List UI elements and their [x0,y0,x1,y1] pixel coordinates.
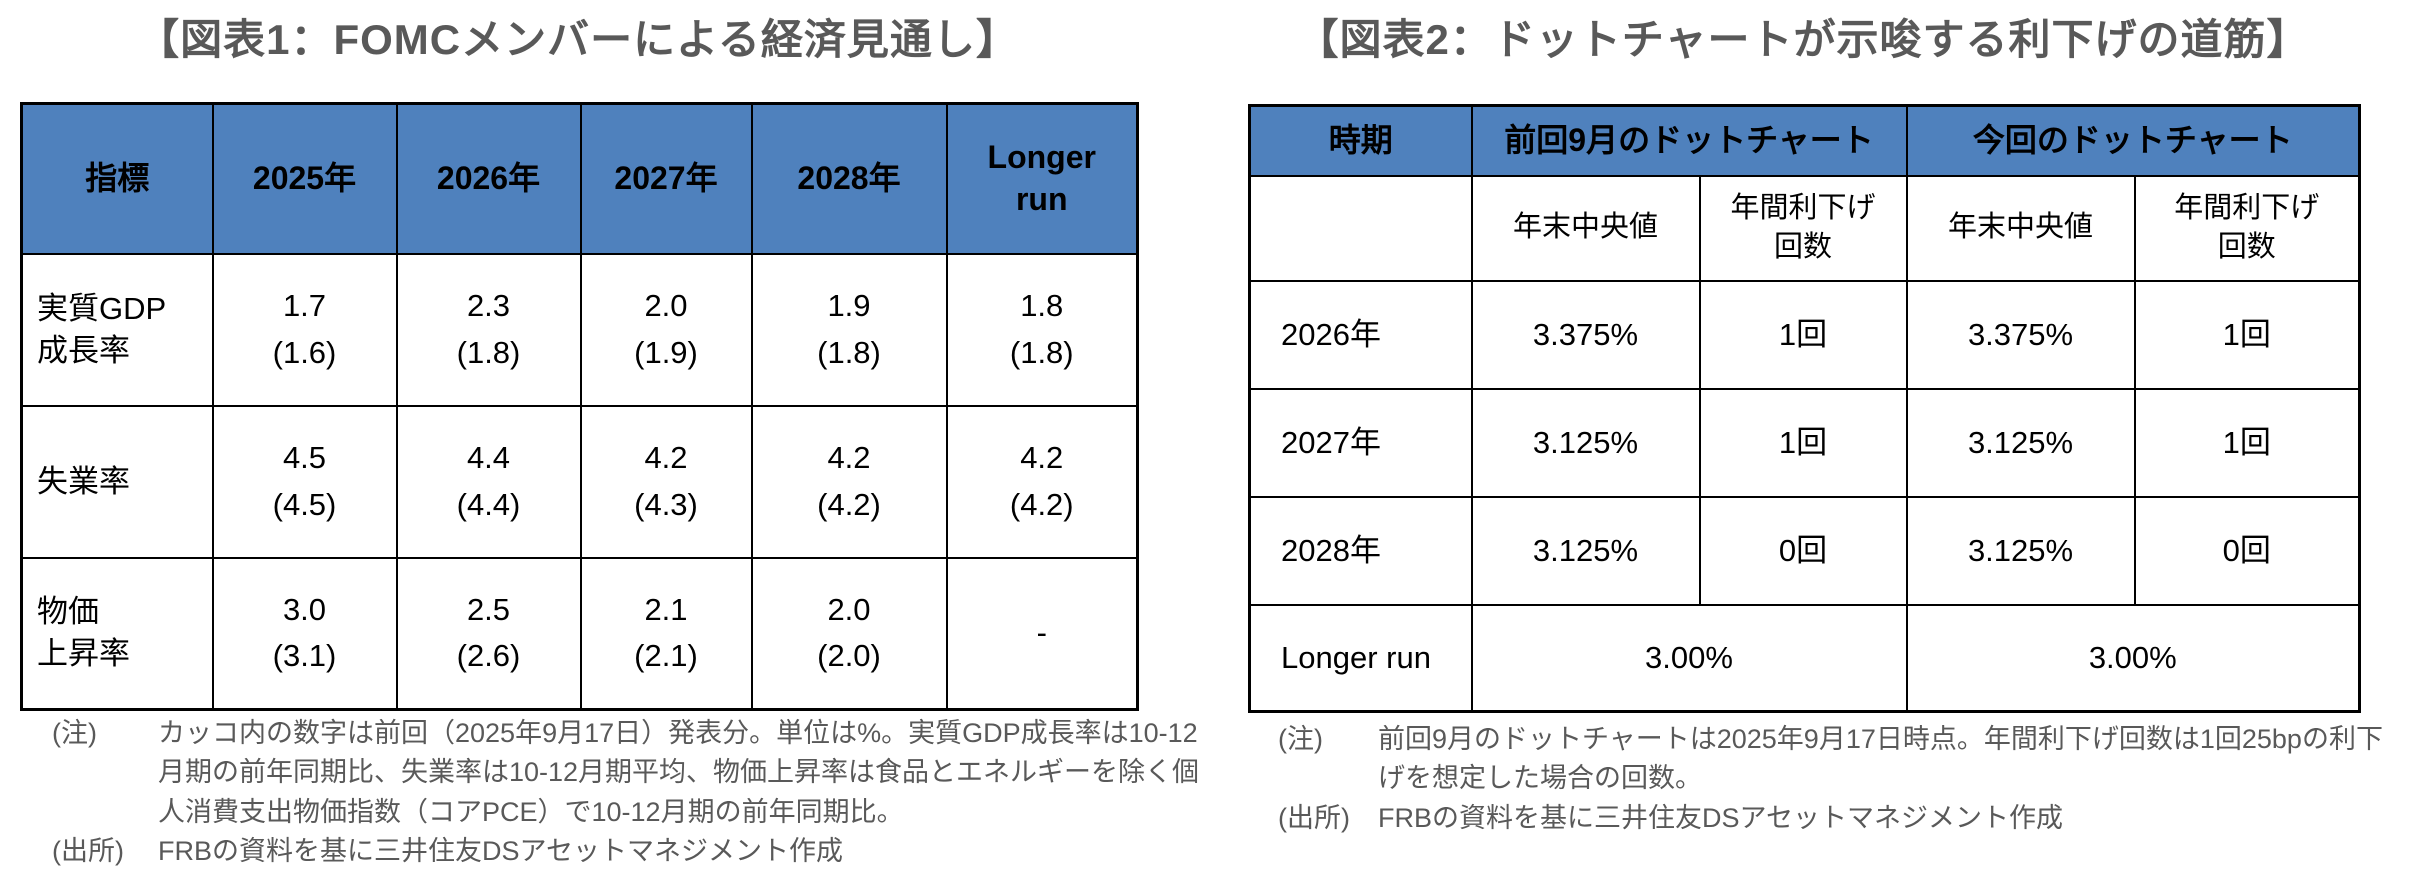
table-row-longer-run: Longer run 3.00% 3.00% [1248,603,2361,713]
table-row-2027: 2027年 3.125% 1回 3.125% 1回 [1248,387,2361,498]
header-cell-2028: 2028年 [750,102,948,255]
figure1-table: 指標 2025年 2026年 2027年 2028年 Longer run 実質… [20,102,1139,711]
header-cell-indicator: 指標 [20,102,214,255]
row-label-gdp: 実質GDP 成長率 [20,252,214,407]
row-label-2028: 2028年 [1248,495,1473,606]
header-cell-2027: 2027年 [579,102,753,255]
value-cell: 3.125% [1470,495,1701,606]
value-cell: - [945,556,1139,711]
value-cell: 2.0 (2.0) [750,556,948,711]
note-text: 前回9月のドットチャートは2025年9月17日時点。年間利下げ回数は1回25bp… [1378,724,2383,794]
figure2-panel: 【図表2：ドットチャートが示唆する利下げの道筋】 時期 前回9月のドットチャート… [1248,0,2383,879]
source-label: (出所) [52,836,124,867]
value-cell: 4.4 (4.4) [395,404,582,559]
row-label-longer-run: Longer run [1248,603,1473,713]
value-cell: 4.2 (4.3) [579,404,753,559]
row-label-inflation: 物価 上昇率 [20,556,214,711]
header-cell-longer-run: Longer run [945,102,1139,255]
figure1-header-row: 指標 2025年 2026年 2027年 2028年 Longer run [20,102,1139,255]
subheader-cell-cuts-prev: 年間利下げ 回数 [1698,174,1908,282]
source-text: FRBの資料を基に三井住友DSアセットマネジメント作成 [158,836,843,867]
header-cell-period: 時期 [1248,104,1473,177]
value-cell: 2.5 (2.6) [395,556,582,711]
value-cell: 3.125% [1470,387,1701,498]
table-row-2026: 2026年 3.375% 1回 3.375% 1回 [1248,279,2361,390]
value-cell: 1回 [1698,387,1908,498]
value-cell: 3.0 (3.1) [211,556,398,711]
value-cell: 0回 [1698,495,1908,606]
figure2-subheader-row: 年末中央値 年間利下げ 回数 年末中央値 年間利下げ 回数 [1248,174,2361,282]
value-cell: 1.8 (1.8) [945,252,1139,407]
subheader-cell-median-prev: 年末中央値 [1470,174,1701,282]
note-label: (注) [1278,724,1323,754]
figure1-panel: 【図表1：FOMCメンバーによる経済見通し】 指標 2025年 2026年 20… [20,0,1199,879]
table-row-gdp: 実質GDP 成長率 1.7 (1.6) 2.3 (1.8) 2.0 (1.9) … [20,252,1139,407]
table-row-unemployment: 失業率 4.5 (4.5) 4.4 (4.4) 4.2 (4.3) 4.2 (4… [20,404,1139,559]
value-cell: 3.375% [1905,279,2136,390]
note-label: (注) [52,718,97,748]
value-cell: 2.0 (1.9) [579,252,753,407]
row-label-2027: 2027年 [1248,387,1473,498]
figure2-header-row: 時期 前回9月のドットチャート 今回のドットチャート [1248,104,2361,177]
value-cell: 0回 [2133,495,2361,606]
header-cell-previous-dotchart: 前回9月のドットチャート [1470,104,1908,177]
figure2-notes: (注) 前回9月のドットチャートは2025年9月17日時点。年間利下げ回数は1回… [1278,720,2383,838]
table-row-inflation: 物価 上昇率 3.0 (3.1) 2.5 (2.6) 2.1 (2.1) 2.0… [20,556,1139,711]
value-cell: 2.3 (1.8) [395,252,582,407]
subheader-cell-median-cur: 年末中央値 [1905,174,2136,282]
value-cell: 4.5 (4.5) [211,404,398,559]
value-cell-longer-run-prev: 3.00% [1470,603,1908,713]
value-cell: 1.7 (1.6) [211,252,398,407]
row-label-2026: 2026年 [1248,279,1473,390]
note-text: カッコ内の数字は前回（2025年9月17日）発表分。単位は%。実質GDP成長率は… [158,718,1200,827]
subheader-cell-cuts-cur: 年間利下げ 回数 [2133,174,2361,282]
header-cell-2025: 2025年 [211,102,398,255]
value-cell: 2.1 (2.1) [579,556,753,711]
value-cell: 4.2 (4.2) [750,404,948,559]
value-cell: 1.9 (1.8) [750,252,948,407]
row-label-unemployment: 失業率 [20,404,214,559]
source-label: (出所) [1278,802,1350,833]
value-cell: 1回 [2133,279,2361,390]
header-cell-current-dotchart: 今回のドットチャート [1905,104,2361,177]
value-cell: 1回 [1698,279,1908,390]
value-cell: 3.125% [1905,387,2136,498]
value-cell: 1回 [2133,387,2361,498]
value-cell: 3.125% [1905,495,2136,606]
value-cell-longer-run-current: 3.00% [1905,603,2361,713]
source-text: FRBの資料を基に三井住友DSアセットマネジメント作成 [1378,802,2063,833]
subheader-cell-empty [1248,174,1473,282]
table-row-2028: 2028年 3.125% 0回 3.125% 0回 [1248,495,2361,606]
value-cell: 3.375% [1470,279,1701,390]
value-cell: 4.2 (4.2) [945,404,1139,559]
figure1-notes: (注) カッコ内の数字は前回（2025年9月17日）発表分。単位は%。実質GDP… [52,714,1202,872]
figure1-title: 【図表1：FOMCメンバーによる経済見通し】 [137,16,1019,63]
figure2-title: 【図表2：ドットチャートが示唆する利下げの道筋】 [1296,16,2310,63]
header-cell-2026: 2026年 [395,102,582,255]
figure2-table: 時期 前回9月のドットチャート 今回のドットチャート 年末中央値 年間利下げ 回… [1248,104,2362,713]
